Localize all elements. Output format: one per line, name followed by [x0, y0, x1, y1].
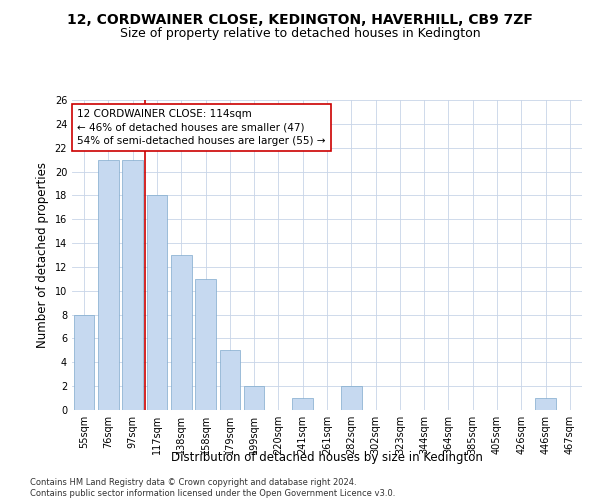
- Bar: [292, 398, 313, 410]
- Bar: [98, 160, 119, 410]
- Text: 12 CORDWAINER CLOSE: 114sqm
← 46% of detached houses are smaller (47)
54% of sem: 12 CORDWAINER CLOSE: 114sqm ← 46% of det…: [77, 110, 326, 146]
- Text: Contains HM Land Registry data © Crown copyright and database right 2024.
Contai: Contains HM Land Registry data © Crown c…: [30, 478, 395, 498]
- Bar: [195, 279, 216, 410]
- Bar: [341, 386, 362, 410]
- Bar: [171, 255, 191, 410]
- Bar: [244, 386, 265, 410]
- Bar: [74, 314, 94, 410]
- Y-axis label: Number of detached properties: Number of detached properties: [36, 162, 49, 348]
- Text: Distribution of detached houses by size in Kedington: Distribution of detached houses by size …: [171, 451, 483, 464]
- Text: Size of property relative to detached houses in Kedington: Size of property relative to detached ho…: [119, 28, 481, 40]
- Bar: [146, 196, 167, 410]
- Bar: [220, 350, 240, 410]
- Bar: [122, 160, 143, 410]
- Bar: [535, 398, 556, 410]
- Text: 12, CORDWAINER CLOSE, KEDINGTON, HAVERHILL, CB9 7ZF: 12, CORDWAINER CLOSE, KEDINGTON, HAVERHI…: [67, 12, 533, 26]
